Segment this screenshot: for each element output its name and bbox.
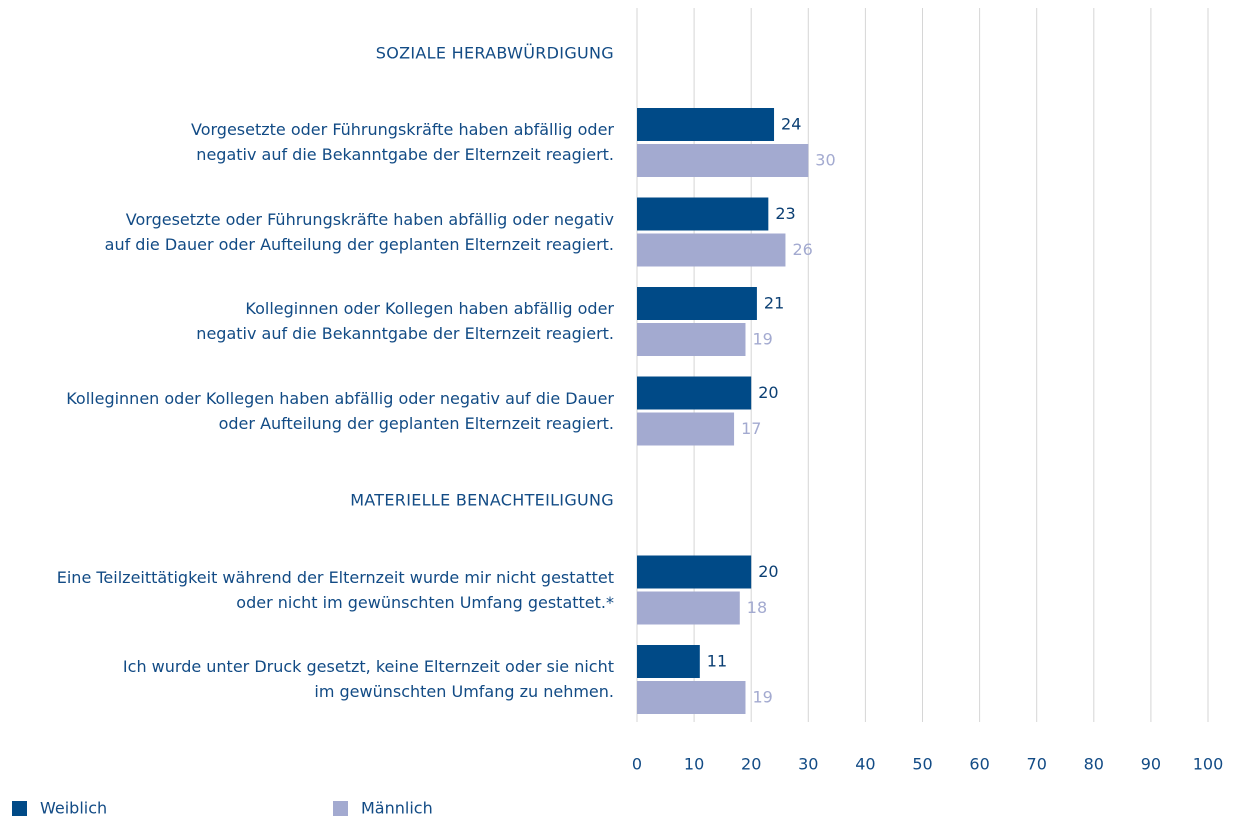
x-tick-label: 80 bbox=[1084, 755, 1104, 774]
x-tick-label: 100 bbox=[1193, 755, 1224, 774]
bar bbox=[637, 555, 752, 589]
value-label: 20 bbox=[758, 383, 778, 402]
x-tick-label: 60 bbox=[969, 755, 989, 774]
x-tick-label: 70 bbox=[1027, 755, 1047, 774]
legend-label: Männlich bbox=[361, 799, 433, 818]
legend-swatch bbox=[333, 801, 348, 816]
value-label: 17 bbox=[741, 419, 761, 438]
bar bbox=[637, 376, 752, 410]
bar bbox=[637, 412, 735, 446]
bar bbox=[637, 681, 746, 714]
category-label: Vorgesetzte oder Führungskräfte haben ab… bbox=[191, 120, 614, 164]
value-label: 21 bbox=[764, 294, 784, 313]
group-header: SOZIALE HERABWÜRDIGUNG bbox=[375, 43, 614, 62]
bar bbox=[637, 144, 809, 177]
value-label: 20 bbox=[758, 562, 778, 581]
x-tick-label: 0 bbox=[632, 755, 642, 774]
value-label: 19 bbox=[752, 330, 772, 349]
x-tick-label: 50 bbox=[912, 755, 932, 774]
bar bbox=[637, 197, 769, 231]
value-label: 26 bbox=[792, 240, 812, 259]
bar bbox=[637, 323, 746, 356]
x-tick-label: 90 bbox=[1141, 755, 1161, 774]
group-header: MATERIELLE BENACHTEILIGUNG bbox=[350, 490, 614, 510]
x-tick-label: 20 bbox=[741, 755, 761, 774]
bar bbox=[637, 108, 775, 141]
bar bbox=[637, 287, 757, 320]
x-tick-label: 10 bbox=[684, 755, 704, 774]
value-label: 19 bbox=[752, 688, 772, 707]
category-label: Eine Teilzeittätigkeit während der Elter… bbox=[56, 567, 614, 612]
value-label: 24 bbox=[781, 115, 801, 134]
category-label: Vorgesetzte oder Führungskräfte haben ab… bbox=[104, 209, 614, 254]
category-label: Ich wurde unter Druck gesetzt, keine Elt… bbox=[122, 657, 614, 701]
value-label: 23 bbox=[775, 204, 795, 223]
legend-label: Weiblich bbox=[40, 799, 107, 818]
value-label: 18 bbox=[747, 598, 767, 617]
category-label: Kolleginnen oder Kollegen haben abfällig… bbox=[196, 299, 614, 343]
bar bbox=[637, 233, 786, 267]
bar bbox=[637, 591, 740, 625]
x-tick-label: 30 bbox=[798, 755, 818, 774]
value-label: 11 bbox=[707, 652, 727, 671]
x-tick-label: 40 bbox=[855, 755, 875, 774]
value-label: 30 bbox=[815, 151, 835, 170]
legend-swatch bbox=[12, 801, 27, 816]
category-label: Kolleginnen oder Kollegen haben abfällig… bbox=[66, 388, 614, 433]
bar bbox=[637, 645, 700, 678]
